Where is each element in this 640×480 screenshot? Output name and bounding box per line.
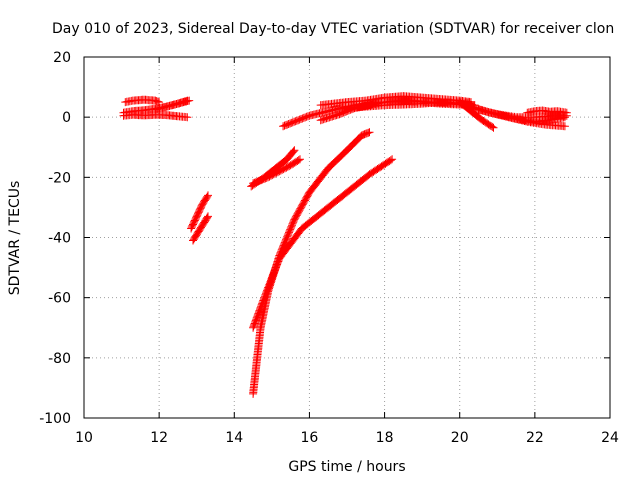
series-track-3 (121, 95, 164, 107)
axis-ticks: 10 12 14 16 18 20 22 24 -100 -80 -60 -40 -20 0 20 (39, 50, 619, 446)
data-point-markers (523, 106, 571, 117)
y-tick-label: -40 (48, 231, 71, 247)
y-tick-label: -20 (48, 170, 71, 186)
y-tick-label: -80 (48, 351, 71, 367)
data-point-markers (151, 96, 194, 114)
x-tick-label: 22 (526, 430, 544, 446)
y-tick-label: 0 (62, 110, 71, 126)
data-point-markers (189, 212, 212, 245)
series-track-6 (189, 212, 212, 245)
y-tick-label: -100 (39, 411, 71, 427)
series-track-5 (187, 191, 212, 233)
y-tick-label: -60 (48, 291, 71, 307)
series-track-19 (523, 106, 571, 117)
data-point-markers (249, 155, 397, 332)
data-point-markers (121, 95, 164, 107)
data-points (119, 92, 571, 398)
x-tick-label: 16 (301, 430, 319, 446)
x-tick-label: 10 (75, 430, 93, 446)
x-tick-label: 24 (601, 430, 619, 446)
x-axis-label: GPS time / hours (288, 459, 405, 475)
data-point-markers (455, 98, 498, 132)
x-tick-label: 18 (376, 430, 394, 446)
chart-title: Day 010 of 2023, Sidereal Day-to-day VTE… (52, 21, 614, 37)
data-point-markers (249, 155, 304, 188)
x-tick-label: 14 (225, 430, 243, 446)
data-point-markers (187, 191, 212, 233)
series-track-18 (493, 110, 569, 126)
series-track-15 (455, 98, 498, 132)
series-track-4 (151, 96, 194, 114)
series-track-8 (249, 155, 304, 188)
x-tick-label: 12 (150, 430, 168, 446)
data-point-markers (493, 110, 569, 126)
series-track-10 (249, 155, 397, 332)
x-tick-label: 20 (451, 430, 469, 446)
y-tick-label: 20 (53, 50, 71, 66)
y-axis-label: SDTVAR / TECUs (7, 181, 23, 296)
